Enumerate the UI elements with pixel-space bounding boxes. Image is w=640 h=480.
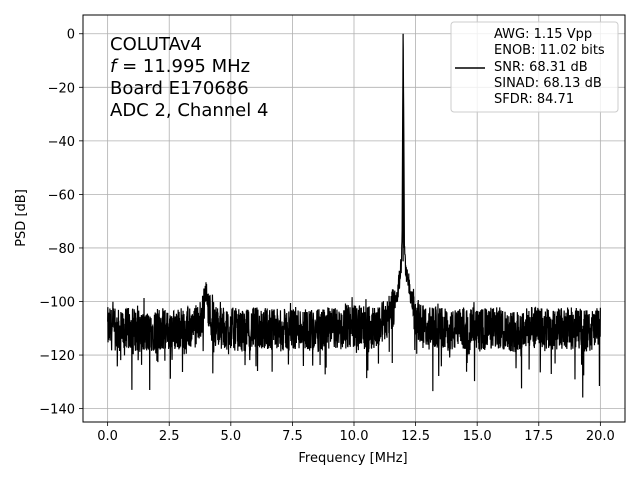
x-tick-label: 20.0 [586,429,615,444]
y-axis-ticks: 0 −20 −40 −60 −80 −100 −120 −140 [39,28,83,418]
x-tick-label: 0.0 [97,429,118,444]
psd-series-line [107,33,601,398]
x-tick-label: 10.0 [340,429,369,444]
legend: AWG: 1.15 Vpp ENOB: 11.02 bits SNR: 68.3… [450,21,619,113]
legend-entry-enob: ENOB: 11.02 bits [494,43,605,58]
x-axis-ticks: 0.0 2.5 5.0 7.5 10.0 12.5 15.0 17.5 20.0 [97,422,615,444]
y-tick-label: −100 [39,296,75,311]
legend-entry-snr: SNR: 68.31 dB [494,60,588,75]
y-tick-label: 0 [67,28,75,43]
legend-entry-sinad: SINAD: 68.13 dB [494,76,602,91]
x-tick-label: 7.5 [282,429,303,444]
annotation-box: COLUTAv4 f = 11.995 MHz Board E170686 AD… [110,34,268,121]
legend-entry-sfdr: SFDR: 84.71 [494,92,574,107]
y-tick-label: −140 [39,403,75,418]
x-tick-label: 5.0 [220,429,241,444]
annotation-line-4: ADC 2, Channel 4 [110,100,268,121]
x-tick-label: 15.0 [463,429,492,444]
annotation-line-1: COLUTAv4 [110,34,202,55]
y-tick-label: −20 [48,81,75,96]
y-tick-label: −80 [48,242,75,257]
x-tick-label: 12.5 [401,429,430,444]
y-tick-label: −120 [39,349,75,364]
legend-frame [450,21,619,113]
y-axis-label: PSD [dB] [14,189,29,247]
x-axis-label: Frequency [MHz] [298,451,407,466]
legend-entry-awg: AWG: 1.15 Vpp [494,27,592,42]
y-tick-label: −40 [48,135,75,150]
annotation-line-2: f = 11.995 MHz [110,56,250,77]
x-tick-label: 2.5 [159,429,180,444]
x-tick-label: 17.5 [524,429,553,444]
annotation-line-3: Board E170686 [110,78,249,99]
series-layer [107,33,601,398]
y-tick-label: −60 [48,188,75,203]
grid-lines [83,15,625,422]
